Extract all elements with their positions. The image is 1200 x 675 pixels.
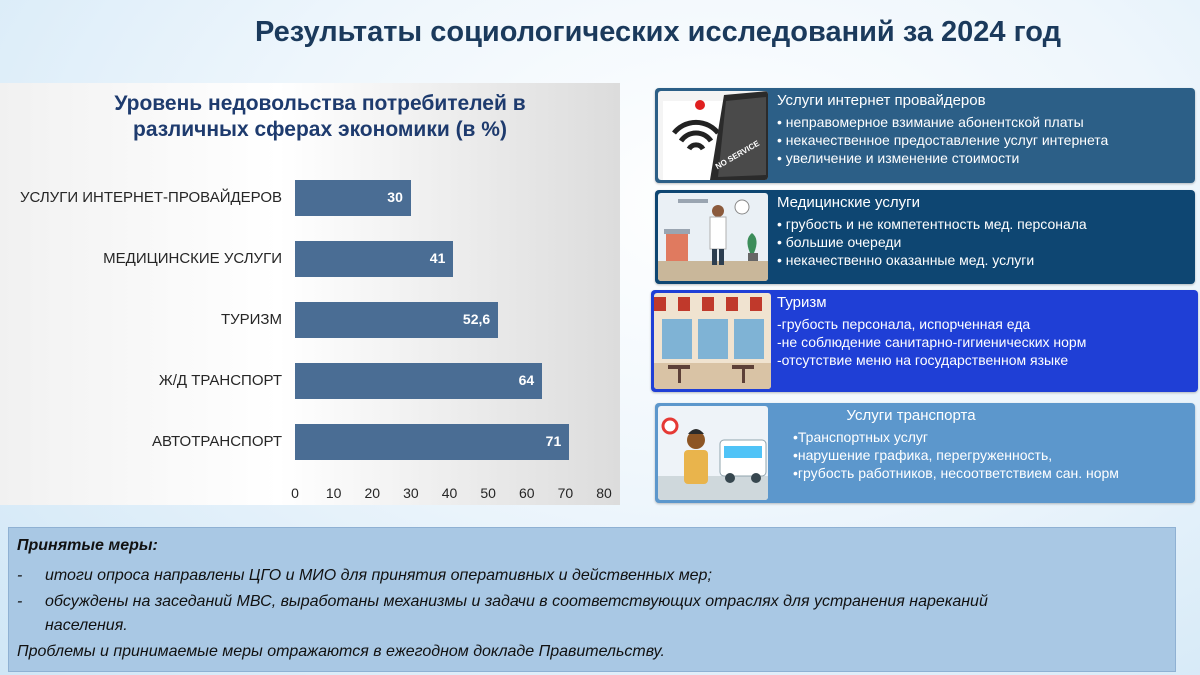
card-heading: Туризм: [777, 294, 827, 311]
measures-item: - итоги опроса направлены ЦГО и МИО для …: [17, 564, 1155, 588]
x-tick-label: 40: [441, 485, 458, 501]
measures-box: Принятые меры: - итоги опроса направлены…: [8, 527, 1176, 672]
measures-footer: Проблемы и принимаемые меры отражаются в…: [17, 643, 665, 660]
x-tick-label: 50: [480, 485, 496, 501]
bar: 41: [295, 241, 454, 277]
bar-value-label: 41: [429, 250, 446, 266]
category-label: МЕДИЦИНСКИЕ УСЛУГИ: [103, 250, 282, 267]
measures-item-text-cont: населения.: [45, 617, 128, 634]
bar: 64: [295, 363, 543, 399]
card-item: -отсутствие меню на государственном язык…: [777, 352, 1069, 368]
card-item: •нарушение графика, перегруженность,: [793, 447, 1053, 463]
card-transport-services: Услуги транспорта •Транспортных услуг •н…: [655, 403, 1195, 503]
card-tourism: Туризм -грубость персонала, испорченная …: [651, 290, 1198, 392]
card-item: • грубость и не компетентность мед. перс…: [777, 216, 1087, 232]
card-item: • большие очереди: [777, 234, 902, 250]
card-heading: Услуги транспорта: [846, 407, 976, 424]
x-tick-label: 80: [596, 485, 612, 501]
bar: 71: [295, 424, 570, 460]
x-tick-label: 70: [557, 485, 574, 501]
measures-item: - обсуждены на заседаний МВС, выработаны…: [17, 590, 1155, 638]
measures-item-text: обсуждены на заседаний МВС, выработаны м…: [45, 593, 988, 610]
card-item: -не соблюдение санитарно-гигиенических н…: [777, 334, 1087, 350]
card-internet-providers: NO SERVICE Услуги интернет провайдеров •…: [655, 88, 1195, 183]
card-heading: Услуги интернет провайдеров: [777, 92, 986, 109]
bar: 52,6: [295, 302, 499, 338]
x-tick-label: 0: [291, 485, 299, 501]
category-label: Ж/Д ТРАНСПОРТ: [158, 372, 282, 389]
measures-item-text: итоги опроса направлены ЦГО и МИО для пр…: [45, 567, 712, 584]
card-item: • некачественно оказанные мед. услуги: [777, 252, 1035, 268]
card-heading: Медицинские услуги: [777, 194, 920, 211]
category-label: ТУРИЗМ: [220, 311, 282, 328]
card-item: • некачественное предоставление услуг ин…: [777, 132, 1109, 148]
card-item: •Транспортных услуг: [793, 429, 929, 445]
x-tick-label: 20: [364, 485, 381, 501]
bar-chart-panel: Уровень недовольства потребителей в разл…: [0, 83, 620, 505]
category-label: УСЛУГИ ИНТЕРНЕТ-ПРОВАЙДЕРОВ: [19, 189, 282, 206]
category-label: АВТОТРАНСПОРТ: [152, 433, 282, 450]
bar-value-label: 30: [387, 189, 403, 205]
card-item: • увеличение и изменение стоимости: [777, 150, 1020, 166]
cafe-image: [654, 293, 771, 389]
bar-value-label: 64: [518, 372, 535, 388]
doctor-office-image: [658, 193, 768, 281]
x-tick-label: 60: [518, 485, 535, 501]
x-tick-label: 10: [325, 485, 342, 501]
bar-value-label: 71: [545, 433, 562, 449]
card-item: •грубость работников, несоответствием са…: [793, 465, 1119, 481]
no-service-phone-image: NO SERVICE: [658, 91, 768, 180]
bar-value-label: 52,6: [462, 311, 491, 327]
card-medical-services: Медицинские услуги • грубость и не компе…: [655, 190, 1195, 284]
x-tick-label: 30: [403, 485, 419, 501]
chart-title: Уровень недовольства потребителей в разл…: [114, 92, 526, 141]
card-item: -грубость персонала, испорченная еда: [777, 316, 1031, 332]
page-title: Результаты социологических исследований …: [255, 16, 1062, 48]
measures-title: Принятые меры:: [17, 537, 158, 554]
card-item: • неправомерное взимание абонентской пла…: [777, 114, 1084, 130]
list-dash: -: [17, 567, 23, 584]
bar: 30: [295, 180, 411, 216]
list-dash: -: [17, 593, 23, 610]
bus-stop-image: [658, 406, 768, 500]
